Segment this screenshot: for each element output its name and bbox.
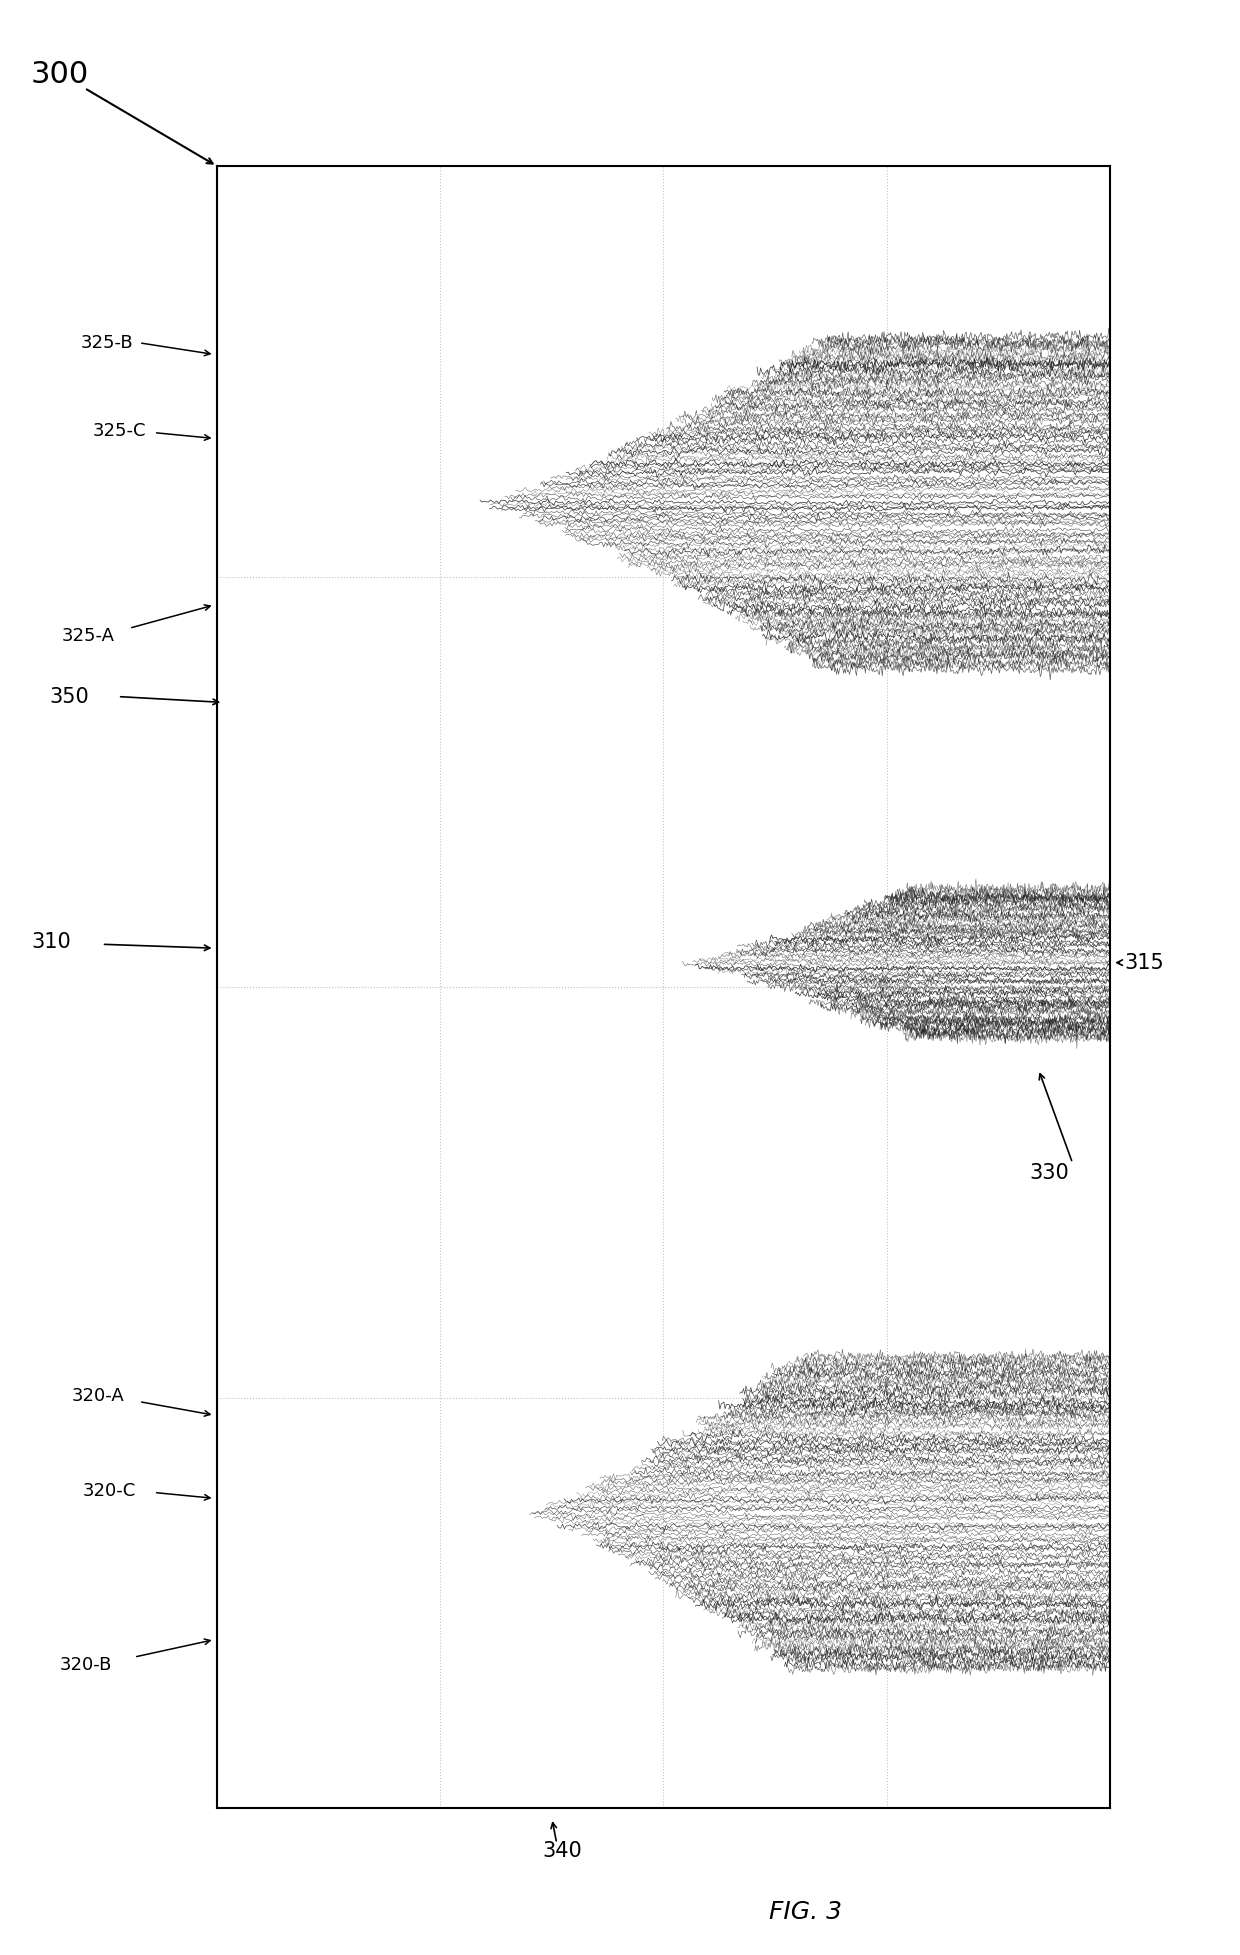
Text: 310: 310 xyxy=(31,933,71,952)
Text: 320-C: 320-C xyxy=(83,1482,136,1499)
Text: 325-A: 325-A xyxy=(62,628,115,645)
Text: 340: 340 xyxy=(542,1842,582,1861)
Text: 315: 315 xyxy=(1125,952,1164,974)
Text: FIG. 3: FIG. 3 xyxy=(769,1900,842,1924)
Text: 325-B: 325-B xyxy=(81,334,133,352)
Text: 330: 330 xyxy=(1029,1163,1069,1183)
Text: 300: 300 xyxy=(31,61,89,88)
Text: 350: 350 xyxy=(50,686,89,706)
Text: 320-B: 320-B xyxy=(60,1656,112,1673)
Text: 320-A: 320-A xyxy=(72,1386,125,1406)
Text: 325-C: 325-C xyxy=(93,422,146,440)
